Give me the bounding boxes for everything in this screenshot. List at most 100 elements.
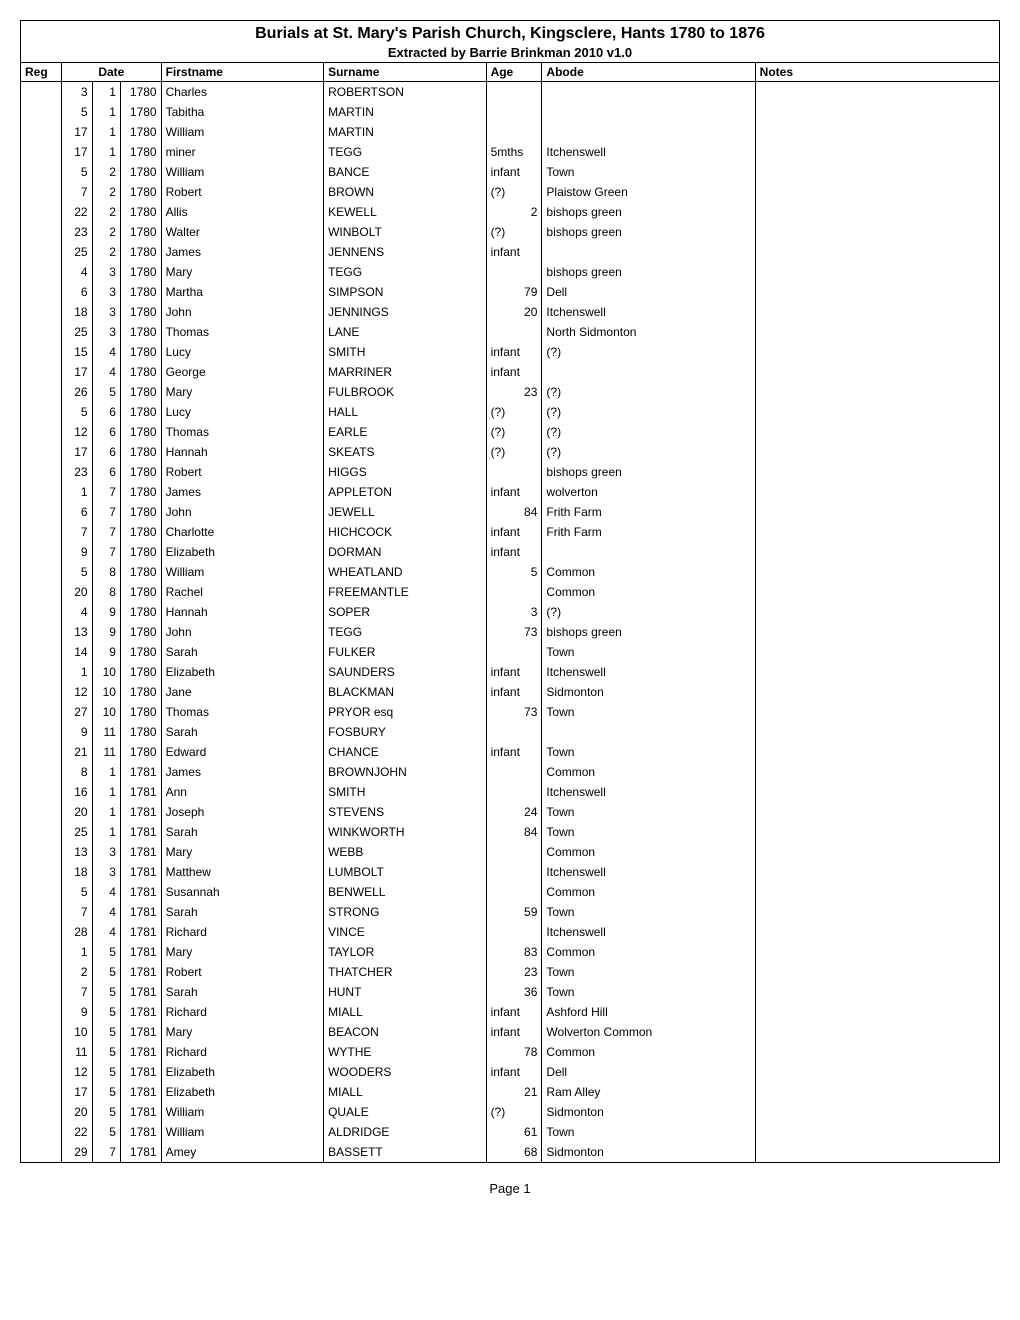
cell-year: 1781	[120, 942, 161, 962]
cell-year: 1780	[120, 302, 161, 322]
cell-notes	[755, 282, 999, 302]
cell-firstname: William	[161, 1102, 323, 1122]
cell-firstname: Martha	[161, 282, 323, 302]
cell-month: 5	[92, 1062, 120, 1082]
cell-age	[486, 762, 542, 782]
table-row: 1751781ElizabethMIALL21Ram Alley	[21, 1082, 999, 1102]
cell-reg	[21, 1002, 62, 1022]
cell-firstname: Sarah	[161, 822, 323, 842]
cell-notes	[755, 862, 999, 882]
cell-day: 23	[62, 222, 92, 242]
cell-surname: TAYLOR	[324, 942, 486, 962]
cell-month: 10	[92, 662, 120, 682]
table-row: 771780CharlotteHICHCOCKinfantFrith Farm	[21, 522, 999, 542]
cell-age: infant	[486, 542, 542, 562]
cell-surname: THATCHER	[324, 962, 486, 982]
cell-month: 7	[92, 522, 120, 542]
cell-day: 29	[62, 1142, 92, 1162]
cell-surname: STRONG	[324, 902, 486, 922]
table-row: 2051781WilliamQUALE(?)Sidmonton	[21, 1102, 999, 1122]
cell-day: 18	[62, 862, 92, 882]
cell-age: 73	[486, 622, 542, 642]
cell-abode: Plaistow Green	[542, 182, 755, 202]
table-row: 1711780minerTEGG5mthsItchenswell	[21, 142, 999, 162]
table-row: 1711780WilliamMARTIN	[21, 122, 999, 142]
cell-day: 7	[62, 182, 92, 202]
cell-day: 7	[62, 902, 92, 922]
cell-surname: ALDRIDGE	[324, 1122, 486, 1142]
cell-firstname: Elizabeth	[161, 1062, 323, 1082]
cell-month: 1	[92, 142, 120, 162]
cell-notes	[755, 102, 999, 122]
cell-day: 17	[62, 122, 92, 142]
cell-notes	[755, 222, 999, 242]
cell-abode	[542, 102, 755, 122]
cell-year: 1780	[120, 582, 161, 602]
cell-abode: bishops green	[542, 262, 755, 282]
cell-reg	[21, 162, 62, 182]
cell-firstname: Thomas	[161, 322, 323, 342]
cell-age: 5	[486, 562, 542, 582]
cell-reg	[21, 542, 62, 562]
cell-age: infant	[486, 522, 542, 542]
cell-abode: Town	[542, 642, 755, 662]
cell-year: 1781	[120, 902, 161, 922]
document-subtitle: Extracted by Barrie Brinkman 2010 v1.0	[21, 45, 999, 62]
cell-year: 1780	[120, 122, 161, 142]
cell-notes	[755, 182, 999, 202]
cell-year: 1781	[120, 862, 161, 882]
cell-abode: (?)	[542, 442, 755, 462]
cell-reg	[21, 302, 62, 322]
cell-firstname: Robert	[161, 462, 323, 482]
cell-notes	[755, 982, 999, 1002]
table-row: 741781SarahSTRONG59Town	[21, 902, 999, 922]
cell-notes	[755, 422, 999, 442]
table-row: 2531780ThomasLANENorth Sidmonton	[21, 322, 999, 342]
cell-month: 7	[92, 482, 120, 502]
cell-year: 1780	[120, 242, 161, 262]
cell-reg	[21, 942, 62, 962]
cell-month: 3	[92, 862, 120, 882]
cell-age: infant	[486, 162, 542, 182]
cell-reg	[21, 262, 62, 282]
cell-day: 3	[62, 82, 92, 102]
cell-day: 17	[62, 362, 92, 382]
cell-year: 1780	[120, 202, 161, 222]
cell-month: 9	[92, 642, 120, 662]
cell-firstname: miner	[161, 142, 323, 162]
cell-notes	[755, 1082, 999, 1102]
cell-reg	[21, 1082, 62, 1102]
cell-month: 3	[92, 262, 120, 282]
cell-surname: MARTIN	[324, 102, 486, 122]
cell-day: 12	[62, 422, 92, 442]
table-row: 671780JohnJEWELL84Frith Farm	[21, 502, 999, 522]
cell-age: (?)	[486, 402, 542, 422]
cell-month: 5	[92, 962, 120, 982]
cell-age: infant	[486, 1022, 542, 1042]
cell-day: 13	[62, 842, 92, 862]
cell-day: 7	[62, 522, 92, 542]
cell-month: 5	[92, 1122, 120, 1142]
cell-age: 73	[486, 702, 542, 722]
cell-notes	[755, 1042, 999, 1062]
cell-month: 5	[92, 942, 120, 962]
cell-firstname: Sarah	[161, 642, 323, 662]
cell-age	[486, 842, 542, 862]
cell-notes	[755, 82, 999, 102]
cell-firstname: Thomas	[161, 702, 323, 722]
cell-day: 28	[62, 922, 92, 942]
cell-reg	[21, 882, 62, 902]
table-row: 2971781AmeyBASSETT68Sidmonton	[21, 1142, 999, 1162]
cell-day: 6	[62, 502, 92, 522]
table-row: 1331781MaryWEBBCommon	[21, 842, 999, 862]
cell-day: 12	[62, 1062, 92, 1082]
cell-abode: bishops green	[542, 222, 755, 242]
cell-firstname: Amey	[161, 1142, 323, 1162]
table-row: 1831781MatthewLUMBOLTItchenswell	[21, 862, 999, 882]
table-row: 971780ElizabethDORMANinfant	[21, 542, 999, 562]
cell-reg	[21, 742, 62, 762]
cell-firstname: Elizabeth	[161, 662, 323, 682]
cell-notes	[755, 342, 999, 362]
cell-month: 2	[92, 242, 120, 262]
cell-age	[486, 722, 542, 742]
